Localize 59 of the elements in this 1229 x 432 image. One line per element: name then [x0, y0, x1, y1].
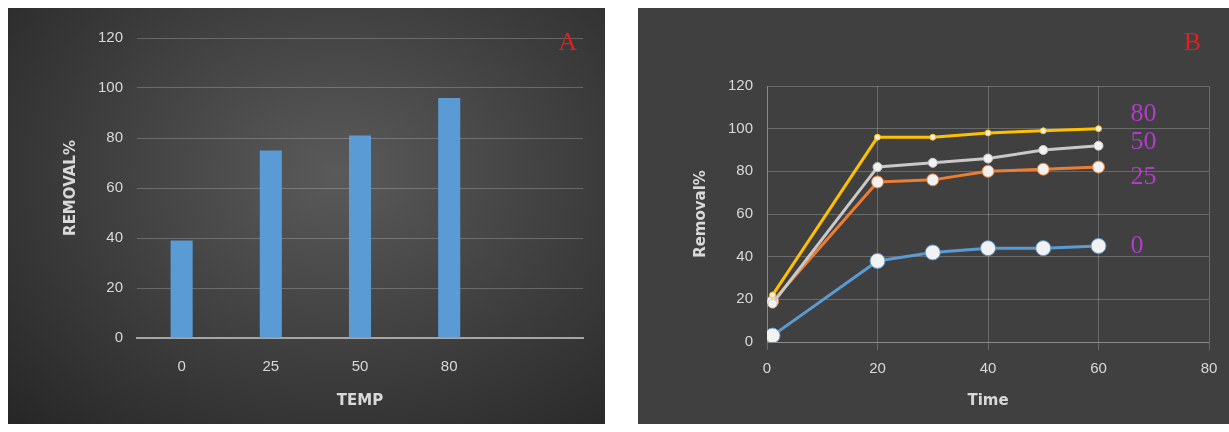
- text: B: [1183, 26, 1201, 56]
- series-label: 50: [1130, 125, 1157, 155]
- bar: [348, 135, 372, 338]
- point: [1090, 238, 1107, 254]
- x-tick-label: 80: [440, 357, 458, 375]
- x-tick-label: 60: [1090, 359, 1107, 377]
- y-tick-label: 100: [728, 118, 754, 136]
- point: [1039, 127, 1047, 135]
- point: [872, 162, 883, 173]
- x-axis-title: Time: [967, 390, 1009, 409]
- point: [924, 244, 941, 261]
- bar: [438, 98, 461, 338]
- series-label: 80: [1130, 98, 1157, 128]
- y-tick-label: 0: [744, 332, 754, 350]
- y-tick-label: 100: [98, 78, 124, 96]
- point: [984, 129, 992, 137]
- y-tick-label: 20: [736, 289, 754, 307]
- point: [1092, 160, 1106, 174]
- point: [869, 252, 886, 269]
- point: [1038, 145, 1049, 155]
- y-tick-label: 80: [736, 161, 754, 179]
- x-tick-label: 25: [262, 357, 280, 375]
- y-axis-title: Removal%: [690, 170, 709, 258]
- x-tick-label: 20: [869, 359, 886, 377]
- point: [981, 164, 995, 178]
- y-tick-label: 60: [106, 178, 124, 196]
- y-tick-label: 60: [736, 204, 754, 222]
- series-label: 25: [1130, 160, 1157, 190]
- point: [767, 298, 778, 309]
- y-tick-label: 0: [114, 328, 124, 346]
- point: [983, 153, 994, 164]
- y-axis-title: REMOVAL%: [60, 140, 79, 236]
- series-label: 0: [1130, 229, 1144, 259]
- point: [980, 240, 997, 257]
- x-tick-label: 40: [979, 359, 997, 377]
- y-tick-label: 40: [736, 246, 754, 264]
- point: [1093, 140, 1104, 151]
- bar: [170, 240, 193, 338]
- point: [871, 175, 885, 189]
- annotation: A: [558, 26, 578, 56]
- point: [927, 157, 938, 168]
- point: [769, 291, 777, 299]
- x-tick-label: 50: [351, 357, 369, 375]
- x-tick-label: 80: [1200, 359, 1218, 377]
- point: [874, 133, 882, 141]
- point: [1036, 162, 1050, 176]
- point: [1035, 240, 1052, 257]
- point: [926, 173, 940, 187]
- y-tick-label: 120: [728, 76, 754, 94]
- x-tick-label: 0: [177, 357, 186, 375]
- point: [1095, 125, 1103, 133]
- x-axis-title: TEMP: [336, 390, 384, 409]
- bar: [259, 150, 282, 338]
- y-tick-label: 120: [98, 28, 124, 46]
- y-tick-label: 40: [106, 228, 124, 246]
- point: [929, 133, 937, 141]
- y-tick-label: 80: [106, 128, 124, 146]
- y-tick-label: 20: [106, 278, 124, 296]
- x-tick-label: 0: [762, 359, 772, 377]
